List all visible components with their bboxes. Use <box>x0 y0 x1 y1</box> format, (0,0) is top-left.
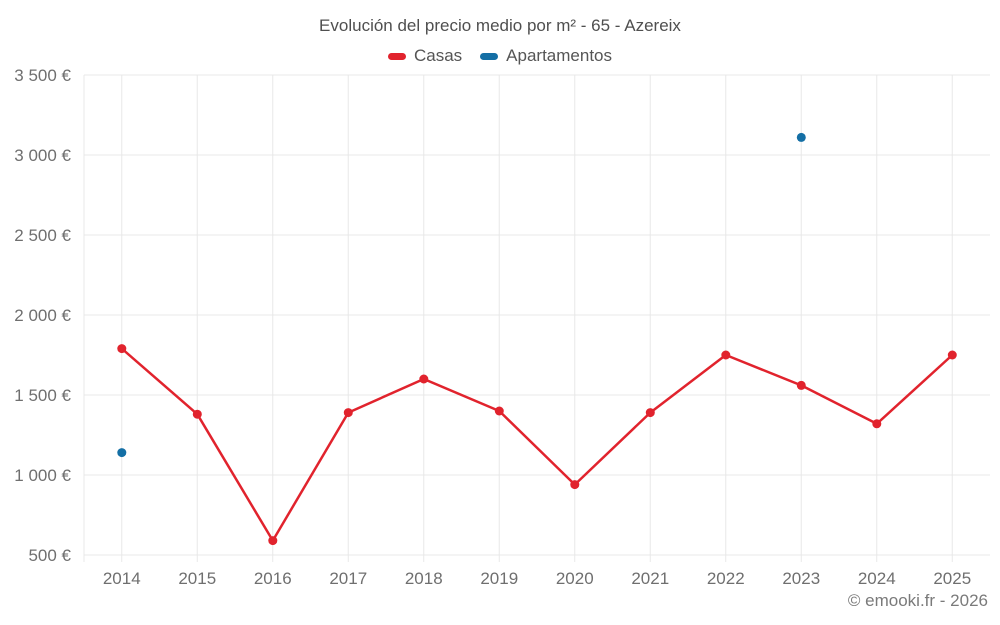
data-point-casas <box>494 406 504 416</box>
x-axis-tick-label: 2018 <box>405 569 443 588</box>
x-axis-tick-label: 2017 <box>329 569 367 588</box>
data-point-casas <box>721 350 731 360</box>
data-point-casas <box>343 408 353 418</box>
data-point-casas <box>268 536 278 546</box>
y-axis-tick-label: 1 000 € <box>14 466 71 485</box>
legend-label-casas: Casas <box>413 46 463 65</box>
data-point-apartamentos <box>117 448 127 458</box>
data-point-casas <box>947 350 957 360</box>
x-axis-tick-label: 2023 <box>782 569 820 588</box>
data-point-casas <box>117 344 127 354</box>
y-axis-tick-label: 500 € <box>28 546 71 565</box>
legend: Casas Apartamentos <box>0 46 1000 66</box>
y-axis-tick-label: 2 000 € <box>14 306 71 325</box>
data-point-casas <box>419 374 429 384</box>
x-axis-tick-label: 2016 <box>254 569 292 588</box>
x-axis-tick-label: 2014 <box>103 569 141 588</box>
series-line-casas <box>120 347 954 542</box>
y-axis-tick-label: 2 500 € <box>14 226 71 245</box>
legend-swatch-casas <box>387 52 406 60</box>
x-axis-tick-label: 2021 <box>631 569 669 588</box>
legend-swatch-apartamentos <box>480 52 499 60</box>
legend-label-apartamentos: Apartamentos <box>506 46 613 65</box>
y-axis-tick-label: 3 500 € <box>14 66 71 85</box>
x-axis-tick-label: 2015 <box>178 569 216 588</box>
data-point-casas <box>192 409 202 419</box>
y-axis-tick-label: 1 500 € <box>14 386 71 405</box>
x-axis-tick-label: 2020 <box>556 569 594 588</box>
x-axis-tick-label: 2022 <box>707 569 745 588</box>
data-point-casas <box>796 380 806 390</box>
legend-item-casas[interactable]: Casas <box>387 46 463 66</box>
data-point-apartamentos <box>796 132 806 142</box>
x-axis-tick-label: 2025 <box>933 569 971 588</box>
data-point-casas <box>872 419 882 429</box>
x-axis-tick-label: 2024 <box>858 569 896 588</box>
data-point-casas <box>645 408 655 418</box>
legend-item-apartamentos[interactable]: Apartamentos <box>480 46 612 66</box>
x-axis-tick-label: 2019 <box>480 569 518 588</box>
chart-title: Evolución del precio medio por m² - 65 -… <box>319 16 681 35</box>
data-point-casas <box>570 480 580 490</box>
y-axis-tick-label: 3 000 € <box>14 146 71 165</box>
credit-text: © emooki.fr - 2026 <box>847 591 988 610</box>
